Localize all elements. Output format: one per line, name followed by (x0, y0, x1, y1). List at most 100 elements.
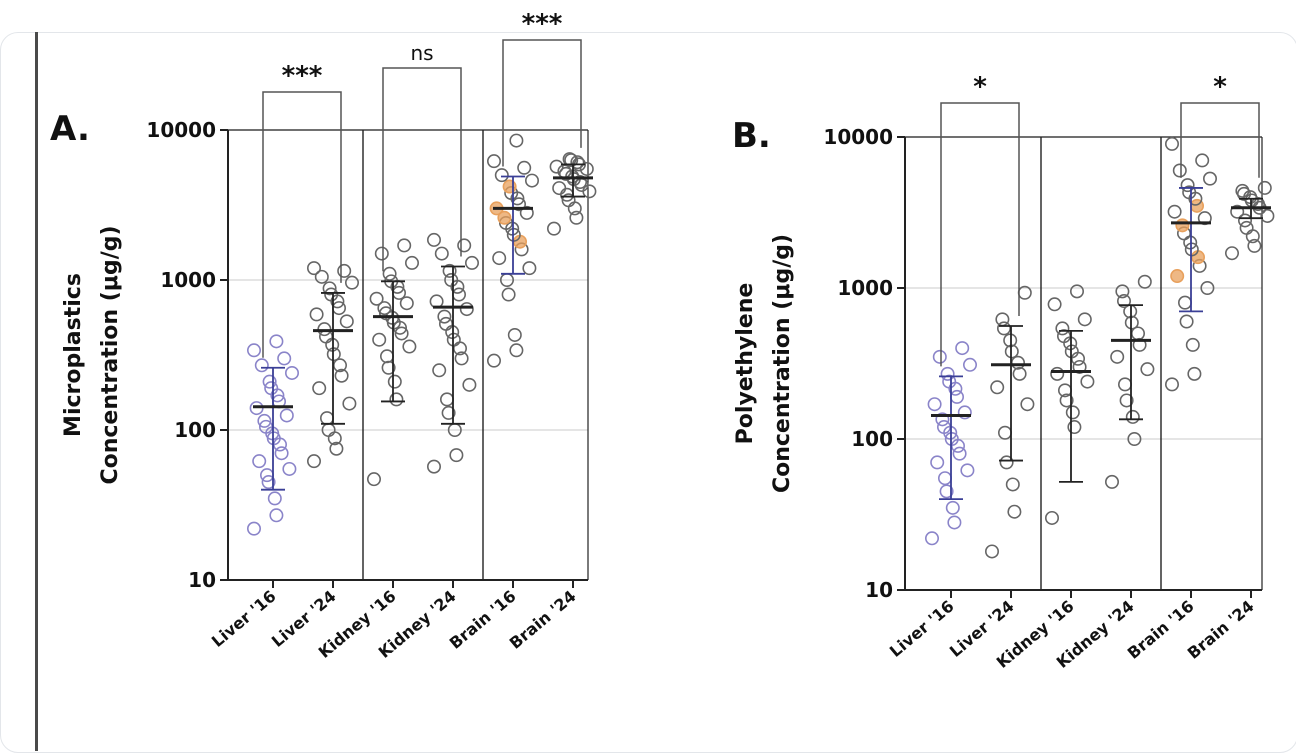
data-point (324, 287, 339, 302)
data-point (464, 255, 479, 270)
data-point (377, 301, 392, 316)
data-point (1180, 178, 1195, 193)
data-point (389, 392, 404, 407)
data-point (1080, 374, 1095, 389)
data-point (277, 351, 292, 366)
data-point (1047, 297, 1062, 312)
y-tick-label: 1000 (837, 276, 893, 300)
data-point (334, 368, 349, 383)
data-point (306, 261, 321, 276)
significance-label: * (1213, 72, 1227, 102)
data-point (1200, 280, 1215, 295)
data-point (457, 238, 472, 253)
panel-label: A. (50, 109, 90, 149)
data-point (1110, 349, 1125, 364)
data-point (1257, 180, 1272, 195)
data-point (1165, 136, 1180, 151)
data-point (1191, 250, 1206, 265)
data-point (439, 392, 454, 407)
data-point (262, 374, 277, 389)
data-point (1175, 218, 1190, 233)
data-point (257, 413, 272, 428)
data-point (1179, 314, 1194, 329)
data-point (1239, 220, 1254, 235)
data-point (1045, 510, 1060, 525)
y-tick-label: 1000 (160, 268, 216, 292)
data-point (442, 263, 457, 278)
data-point (524, 173, 539, 188)
data-point (509, 343, 524, 358)
data-point (459, 302, 474, 317)
data-point (940, 366, 955, 381)
data-point (247, 343, 262, 358)
data-point (562, 152, 577, 167)
data-point (1072, 359, 1087, 374)
data-point (1070, 284, 1085, 299)
significance-label: ns (410, 41, 433, 65)
data-point (519, 205, 534, 220)
x-category-label: Brain '24 (506, 587, 580, 653)
data-point (454, 351, 469, 366)
data-point (1137, 274, 1152, 289)
significance-bracket (1180, 102, 1260, 178)
data-point (502, 179, 517, 194)
data-point (337, 263, 352, 278)
data-point (1230, 204, 1245, 219)
data-point (344, 275, 359, 290)
significance-bracket (940, 102, 1020, 367)
significance-bracket (502, 39, 582, 167)
data-point (1167, 204, 1182, 219)
data-point (247, 521, 262, 536)
data-point (1105, 474, 1120, 489)
data-point (1195, 153, 1210, 168)
data-point (1187, 366, 1202, 381)
data-point (319, 411, 334, 426)
data-point (990, 380, 1005, 395)
data-point (1182, 185, 1197, 200)
data-point (382, 266, 397, 281)
data-point (582, 184, 597, 199)
data-point (1235, 183, 1250, 198)
post-card (0, 32, 1296, 753)
data-point (942, 374, 957, 389)
data-point (1020, 397, 1035, 412)
data-point (437, 309, 452, 324)
data-point (369, 291, 384, 306)
data-point (462, 377, 477, 392)
data-point (261, 475, 276, 490)
data-point (561, 193, 576, 208)
data-point (432, 363, 447, 378)
data-point (579, 161, 594, 176)
data-point (426, 232, 441, 247)
data-point (486, 353, 501, 368)
data-point (387, 374, 402, 389)
data-point (264, 381, 279, 396)
data-point (501, 287, 516, 302)
data-point (1170, 269, 1185, 284)
data-point (1065, 405, 1080, 420)
data-point (379, 349, 394, 364)
data-point (997, 425, 1012, 440)
data-point (935, 412, 950, 427)
data-point (312, 381, 327, 396)
data-point (339, 314, 354, 329)
data-point (1197, 211, 1212, 226)
data-point (402, 339, 417, 354)
panel-label: B. (732, 116, 771, 156)
data-point (284, 365, 299, 380)
data-point (517, 160, 532, 175)
data-point (949, 389, 964, 404)
data-point (342, 396, 357, 411)
data-point (434, 246, 449, 261)
data-point (984, 544, 999, 559)
data-point (1007, 504, 1022, 519)
card-left-rule (35, 32, 38, 751)
data-point (372, 332, 387, 347)
data-point (497, 210, 512, 225)
y-tick-label: 10000 (823, 125, 893, 149)
data-point (329, 441, 344, 456)
y-tick-label: 10 (865, 578, 893, 602)
data-point (269, 508, 284, 523)
data-point (570, 155, 585, 170)
